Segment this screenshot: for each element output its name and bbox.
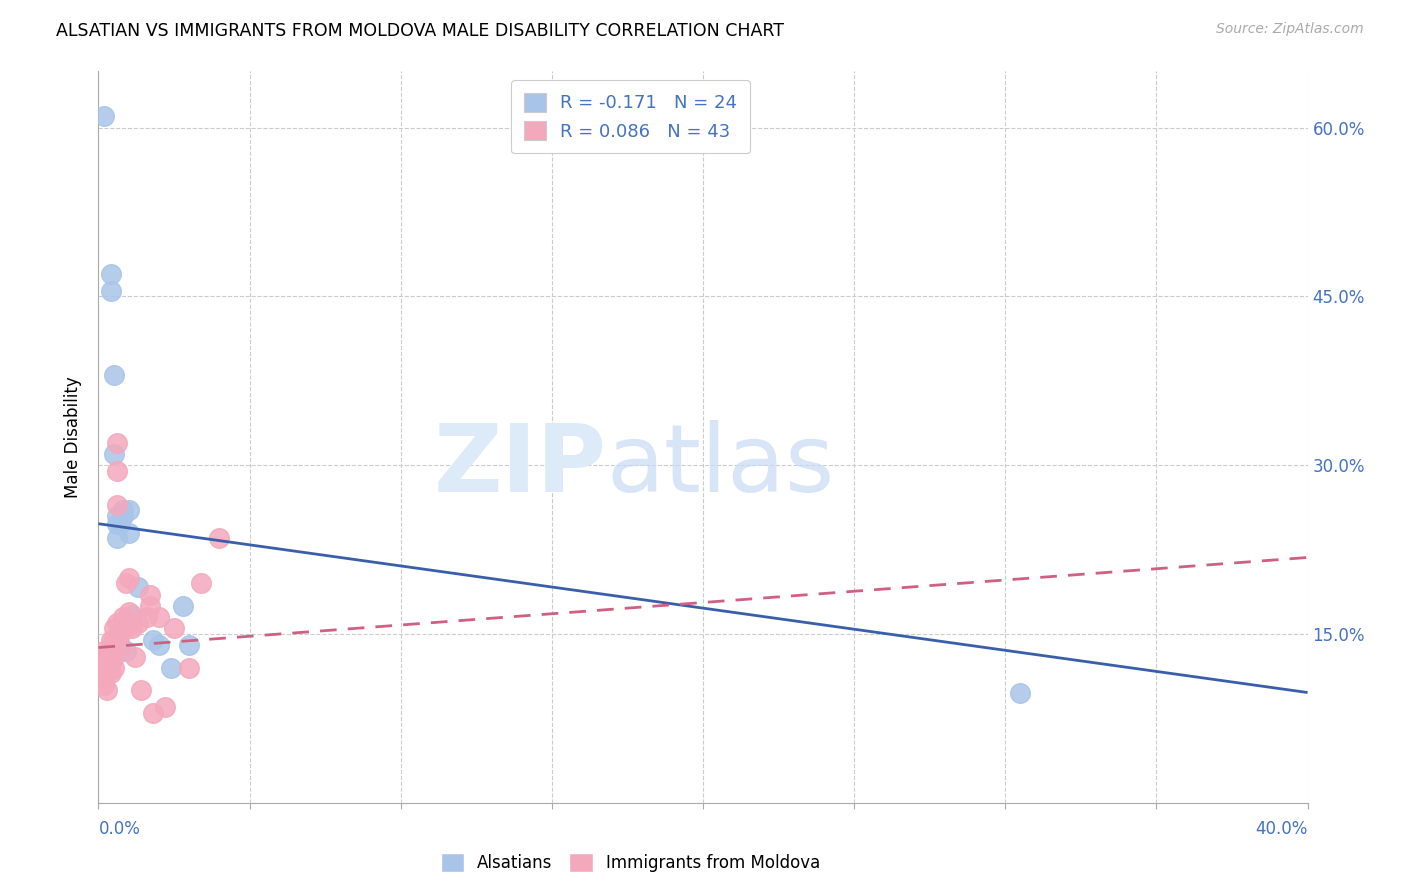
Point — [190, 576, 212, 591]
Point — [108, 516, 131, 531]
Point — [103, 447, 125, 461]
Point — [103, 649, 125, 664]
Point — [96, 661, 118, 675]
Point — [111, 610, 134, 624]
Point — [179, 638, 201, 652]
Point — [96, 683, 118, 698]
Point — [179, 661, 201, 675]
Point — [114, 621, 136, 635]
Point — [90, 649, 112, 664]
Point — [142, 632, 165, 647]
Point — [148, 638, 170, 652]
Point — [100, 655, 122, 669]
Point — [90, 649, 112, 664]
Point — [172, 599, 194, 613]
Point — [103, 621, 125, 635]
Point — [105, 508, 128, 523]
Text: atlas: atlas — [606, 420, 835, 512]
Text: ZIP: ZIP — [433, 420, 606, 512]
Point — [1010, 685, 1032, 699]
Text: 0.0%: 0.0% — [98, 820, 141, 838]
Point — [93, 678, 115, 692]
Point — [100, 267, 122, 281]
Point — [118, 525, 141, 540]
Point — [93, 109, 115, 123]
Point — [96, 649, 118, 664]
Point — [118, 503, 141, 517]
Point — [90, 672, 112, 686]
Point — [100, 644, 122, 658]
Point — [148, 610, 170, 624]
Legend: Alsatians, Immigrants from Moldova: Alsatians, Immigrants from Moldova — [434, 846, 827, 879]
Point — [105, 464, 128, 478]
Text: ALSATIAN VS IMMIGRANTS FROM MOLDOVA MALE DISABILITY CORRELATION CHART: ALSATIAN VS IMMIGRANTS FROM MOLDOVA MALE… — [56, 22, 785, 40]
Point — [100, 632, 122, 647]
Point — [135, 610, 157, 624]
Point — [121, 621, 143, 635]
Point — [118, 571, 141, 585]
Point — [105, 615, 128, 630]
Point — [127, 615, 149, 630]
Point — [121, 607, 143, 622]
Point — [114, 576, 136, 591]
Point — [108, 638, 131, 652]
Point — [100, 666, 122, 681]
Text: 40.0%: 40.0% — [1256, 820, 1308, 838]
Point — [142, 706, 165, 720]
Point — [105, 532, 128, 546]
Point — [129, 683, 152, 698]
Point — [208, 532, 231, 546]
Point — [105, 516, 128, 531]
Point — [139, 599, 162, 613]
Point — [100, 284, 122, 298]
Point — [100, 649, 122, 664]
Point — [103, 661, 125, 675]
Point — [124, 649, 146, 664]
Point — [105, 498, 128, 512]
Point — [111, 503, 134, 517]
Point — [96, 655, 118, 669]
Point — [118, 605, 141, 619]
Text: Source: ZipAtlas.com: Source: ZipAtlas.com — [1216, 22, 1364, 37]
Point — [93, 644, 115, 658]
Point — [160, 661, 183, 675]
Point — [139, 588, 162, 602]
Point — [103, 632, 125, 647]
Point — [111, 508, 134, 523]
Point — [114, 644, 136, 658]
Point — [93, 661, 115, 675]
Point — [103, 368, 125, 383]
Point — [108, 627, 131, 641]
Y-axis label: Male Disability: Male Disability — [65, 376, 83, 498]
Point — [127, 580, 149, 594]
Point — [96, 666, 118, 681]
Point — [105, 435, 128, 450]
Point — [163, 621, 186, 635]
Point — [153, 700, 176, 714]
